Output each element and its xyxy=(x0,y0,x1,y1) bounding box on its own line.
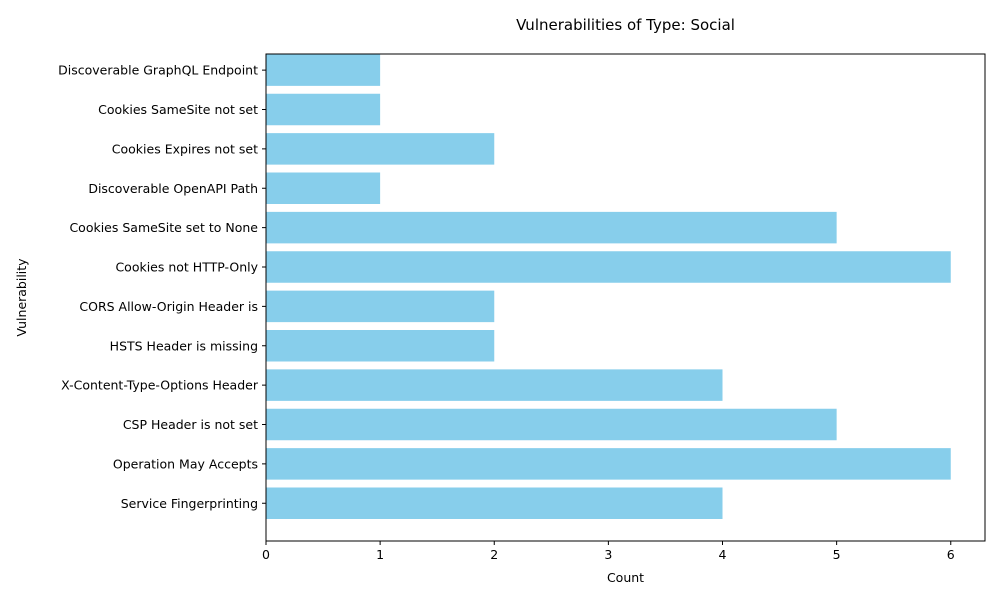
bar xyxy=(266,369,723,401)
y-tick-label: Service Fingerprinting xyxy=(121,496,258,511)
x-axis-ticks: 0 1 2 3 4 5 6 xyxy=(262,541,955,562)
y-tick-label: Operation May Accepts xyxy=(113,456,258,471)
x-tick-label: 5 xyxy=(833,547,841,562)
y-tick-label: CORS Allow-Origin Header is xyxy=(79,299,258,314)
bar xyxy=(266,133,495,165)
y-axis-ticks: Service Fingerprinting Operation May Acce… xyxy=(58,63,266,511)
bar xyxy=(266,172,381,204)
bar xyxy=(266,93,381,126)
y-tick-label: Cookies SameSite not set xyxy=(98,102,258,117)
bar xyxy=(266,448,951,480)
x-tick-label: 3 xyxy=(604,547,612,562)
y-tick-label: Discoverable OpenAPI Path xyxy=(88,181,258,196)
bar xyxy=(266,211,837,244)
y-tick-label: CSP Header is not set xyxy=(123,417,258,432)
x-tick-label: 2 xyxy=(490,547,498,562)
x-tick-label: 1 xyxy=(376,547,384,562)
x-axis-title: Count xyxy=(607,570,644,585)
bar xyxy=(266,290,495,323)
y-tick-label: Cookies not HTTP-Only xyxy=(115,260,258,275)
bar xyxy=(266,54,381,86)
y-tick-label: Discoverable GraphQL Endpoint xyxy=(58,63,258,78)
y-tick-label: HSTS Header is missing xyxy=(110,338,258,353)
chart-title: Vulnerabilities of Type: Social xyxy=(516,16,735,34)
y-tick-label: Cookies Expires not set xyxy=(112,141,258,156)
x-tick-label: 4 xyxy=(719,547,727,562)
plot-frame xyxy=(265,53,986,542)
bar xyxy=(266,251,951,283)
x-tick-label: 0 xyxy=(262,547,270,562)
y-axis-title: Vulnerability xyxy=(14,258,29,337)
y-tick-label: X-Content-Type-Options Header xyxy=(61,378,259,393)
bar xyxy=(266,487,723,519)
bar xyxy=(266,330,495,362)
bars xyxy=(266,54,951,519)
x-tick-label: 6 xyxy=(947,547,955,562)
bar xyxy=(266,408,837,441)
y-tick-label: Cookies SameSite set to None xyxy=(69,220,258,235)
